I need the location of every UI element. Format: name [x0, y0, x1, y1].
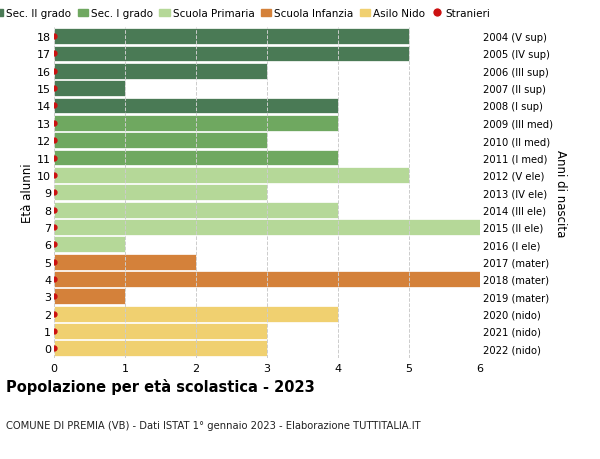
Bar	[54, 271, 480, 287]
Bar	[54, 323, 267, 339]
Y-axis label: Età alunni: Età alunni	[22, 163, 34, 223]
Bar	[54, 289, 125, 305]
Bar	[54, 81, 125, 97]
Bar	[54, 254, 196, 270]
Y-axis label: Anni di nascita: Anni di nascita	[554, 149, 566, 236]
Bar	[54, 219, 480, 235]
Text: COMUNE DI PREMIA (VB) - Dati ISTAT 1° gennaio 2023 - Elaborazione TUTTITALIA.IT: COMUNE DI PREMIA (VB) - Dati ISTAT 1° ge…	[6, 420, 421, 430]
Bar	[54, 46, 409, 62]
Bar	[54, 133, 267, 149]
Bar	[54, 341, 267, 357]
Bar	[54, 29, 409, 45]
Bar	[54, 150, 338, 166]
Bar	[54, 168, 409, 184]
Bar	[54, 116, 338, 132]
Bar	[54, 202, 338, 218]
Bar	[54, 237, 125, 252]
Bar	[54, 64, 267, 79]
Bar	[54, 98, 338, 114]
Text: Popolazione per età scolastica - 2023: Popolazione per età scolastica - 2023	[6, 379, 315, 395]
Legend: Sec. II grado, Sec. I grado, Scuola Primaria, Scuola Infanzia, Asilo Nido, Stran: Sec. II grado, Sec. I grado, Scuola Prim…	[0, 9, 490, 19]
Bar	[54, 306, 338, 322]
Bar	[54, 185, 267, 201]
